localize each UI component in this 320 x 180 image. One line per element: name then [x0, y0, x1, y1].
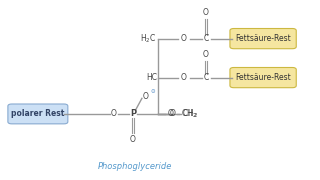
Text: polarer Rest: polarer Rest: [11, 109, 65, 118]
Text: C: C: [204, 34, 209, 43]
Text: Fettsäure-Rest: Fettsäure-Rest: [235, 34, 291, 43]
Text: O: O: [130, 135, 136, 144]
FancyBboxPatch shape: [8, 104, 68, 124]
Text: O: O: [203, 50, 209, 59]
Text: ⊖: ⊖: [150, 89, 155, 94]
Text: O: O: [168, 109, 173, 118]
FancyBboxPatch shape: [230, 28, 296, 49]
Text: Phosphoglyceride: Phosphoglyceride: [97, 162, 172, 171]
Text: O: O: [181, 73, 187, 82]
Text: O: O: [181, 34, 187, 43]
Text: CH$_2$: CH$_2$: [180, 108, 197, 120]
Text: CH$_2$: CH$_2$: [182, 108, 198, 120]
Text: O: O: [170, 109, 176, 118]
Text: HC: HC: [146, 73, 157, 82]
Text: O: O: [143, 92, 149, 101]
Text: O: O: [111, 109, 117, 118]
Text: H$_2$C: H$_2$C: [140, 32, 157, 45]
Text: O: O: [203, 8, 209, 17]
Text: Fettsäure-Rest: Fettsäure-Rest: [235, 73, 291, 82]
Text: C: C: [204, 73, 209, 82]
Text: P: P: [130, 109, 136, 118]
FancyBboxPatch shape: [230, 68, 296, 88]
